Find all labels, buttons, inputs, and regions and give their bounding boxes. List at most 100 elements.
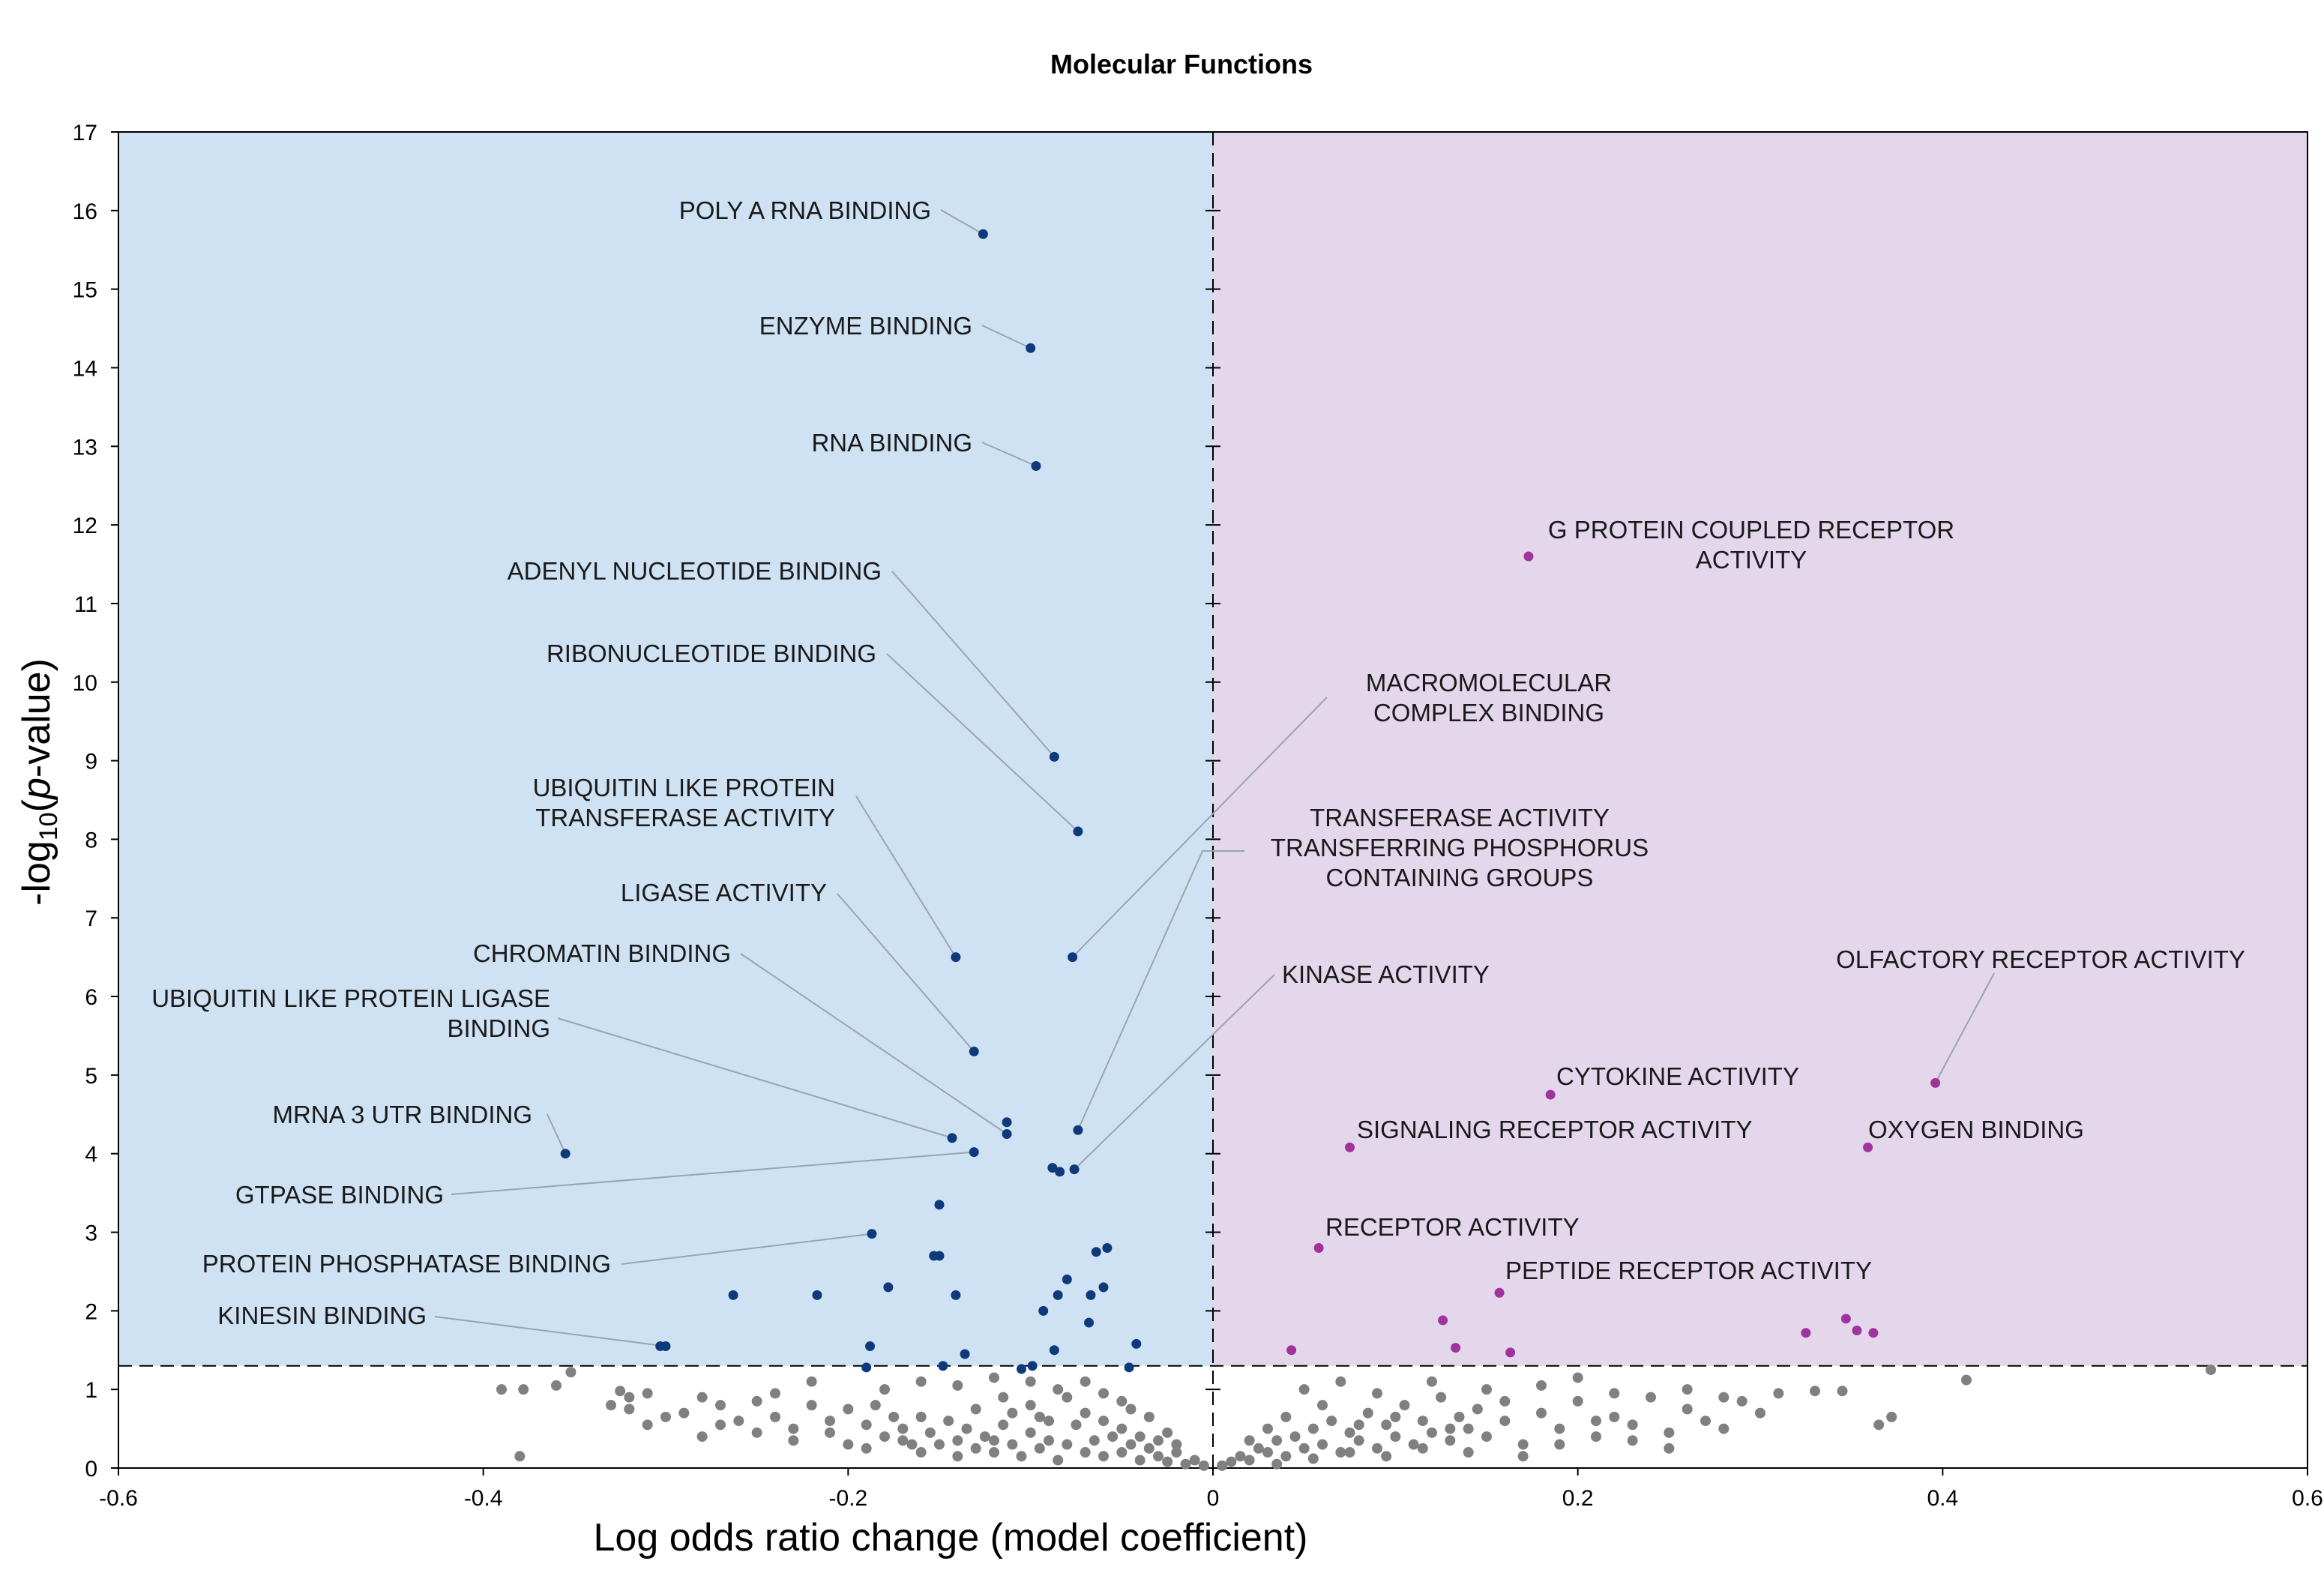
annotation-label: RIBONUCLEOTIDE BINDING: [547, 640, 876, 667]
x-tick-label: 0.4: [1927, 1486, 1958, 1511]
y-axis-label-open: (: [15, 798, 58, 812]
positive-point: [1545, 1089, 1556, 1100]
negative-point: [934, 1251, 945, 1261]
negative-point: [1124, 1362, 1134, 1373]
nonsignificant-point: [1335, 1376, 1346, 1387]
nonsignificant-point: [1098, 1388, 1109, 1399]
negative-point: [951, 952, 961, 963]
positive-region: [1213, 132, 2308, 1366]
y-axis-label-end: -value): [15, 658, 58, 778]
annotation-leader-line: [451, 1151, 975, 1195]
nonsignificant-point: [989, 1372, 999, 1383]
nonsignificant-point: [879, 1384, 890, 1395]
nonsignificant-point: [1810, 1386, 1820, 1397]
nonsignificant-point: [1034, 1443, 1045, 1454]
y-tick-label: 7: [85, 906, 97, 931]
nonsignificant-point: [998, 1419, 1009, 1431]
negative-point: [1049, 751, 1059, 762]
nonsignificant-point: [1116, 1447, 1128, 1458]
nonsignificant-point: [1153, 1451, 1163, 1462]
nonsignificant-point: [1381, 1451, 1392, 1462]
negative-point: [969, 1046, 979, 1056]
nonsignificant-point: [1116, 1395, 1128, 1407]
nonsignificant-point: [1134, 1455, 1146, 1466]
nonsignificant-point: [788, 1435, 799, 1446]
nonsignificant-point: [1718, 1392, 1730, 1403]
negative-point: [655, 1341, 666, 1352]
annotation-label: POLY A RNA BINDING: [679, 196, 931, 224]
nonsignificant-point: [1025, 1376, 1036, 1387]
annotation-leader-lines: [434, 209, 1995, 1347]
annotation-leader-line: [981, 442, 1037, 467]
nonsignificant-point: [1307, 1423, 1319, 1434]
nonsignificant-point: [1718, 1423, 1730, 1434]
nonsignificant-point: [806, 1376, 817, 1387]
annotation-label: G PROTEIN COUPLED RECEPTOR ACTIVITY: [1548, 516, 1954, 574]
nonsignificant-point: [1627, 1435, 1638, 1446]
nonsignificant-point: [1125, 1439, 1137, 1450]
negative-point: [1026, 343, 1036, 353]
nonsignificant-point: [1007, 1407, 1018, 1419]
chart-title: Molecular Functions: [1050, 49, 1313, 79]
nonsignificant-point: [696, 1431, 708, 1443]
annotation-leader-line: [1071, 697, 1328, 958]
nonsignificant-point: [1362, 1407, 1373, 1419]
nonsignificant-point: [897, 1423, 909, 1434]
positive-point: [1451, 1343, 1461, 1353]
nonsignificant-point: [1134, 1431, 1146, 1443]
nonsignificant-point: [1390, 1431, 1401, 1443]
nonsignificant-point: [751, 1427, 762, 1438]
nonsignificant-point: [825, 1416, 835, 1427]
nonsignificant-point: [1053, 1455, 1064, 1466]
negative-point: [1031, 461, 1041, 471]
negative-point: [1102, 1242, 1113, 1253]
nonsignificant-point: [1886, 1411, 1897, 1422]
nonsignificant-point: [870, 1400, 881, 1411]
negative-point: [938, 1361, 948, 1371]
annotation-leader-line: [1077, 850, 1244, 1131]
y-tick-label: 12: [73, 514, 97, 538]
nonsignificant-point: [770, 1411, 780, 1422]
nonsignificant-point: [1372, 1443, 1382, 1454]
nonsignificant-point: [606, 1400, 616, 1411]
x-axis-tick-labels: -0.6 -0.4 -0.2 0 0.2 0.4 0.6: [99, 1468, 2323, 1511]
nonsignificant-point: [1143, 1443, 1155, 1454]
negative-point: [1073, 1125, 1083, 1135]
nonsignificant-point: [733, 1416, 744, 1427]
nonsignificant-point: [888, 1411, 900, 1422]
nonsignificant-point: [952, 1451, 963, 1462]
nonsignificant-point: [1016, 1451, 1027, 1462]
x-tick-label: -0.6: [99, 1486, 138, 1511]
annotation-leader-line: [886, 653, 1079, 832]
negative-point: [1084, 1317, 1095, 1328]
nonsignificant-point: [660, 1411, 671, 1422]
nonsignificant-point: [1162, 1427, 1173, 1438]
nonsignificant-point: [979, 1431, 990, 1443]
nonsignificant-point: [1025, 1427, 1036, 1438]
nonsignificant-point: [1317, 1439, 1328, 1450]
annotation-label: GTPASE BINDING: [235, 1181, 444, 1209]
negative-point: [883, 1282, 894, 1293]
nonsignificant-point: [1226, 1456, 1237, 1467]
positive-point: [1505, 1347, 1516, 1358]
positive-point: [1523, 551, 1534, 562]
nonsignificant-point: [1436, 1392, 1447, 1403]
nonsignificant-point: [1664, 1443, 1675, 1454]
nonsignificant-point: [696, 1392, 708, 1403]
nonsignificant-point: [1171, 1447, 1182, 1458]
nonsignificant-point: [1627, 1419, 1638, 1431]
nonsignificant-point: [1353, 1435, 1364, 1446]
positive-point: [1438, 1315, 1448, 1326]
annotation-label: MRNA 3 UTR BINDING: [272, 1101, 532, 1128]
nonsignificant-point: [1298, 1384, 1310, 1395]
nonsignificant-point: [642, 1388, 653, 1399]
annotation-label: UBIQUITIN LIKE PROTEIN TRANSFERASE ACTIVI…: [533, 774, 835, 831]
nonsignificant-point: [1427, 1427, 1437, 1438]
nonsignificant-point: [1517, 1439, 1529, 1450]
nonsignificant-point: [1682, 1404, 1693, 1415]
nonsignificant-point: [615, 1386, 626, 1397]
negative-point: [1068, 952, 1078, 963]
nonsignificant-point: [1317, 1400, 1328, 1411]
nonsignificant-point: [943, 1416, 954, 1427]
